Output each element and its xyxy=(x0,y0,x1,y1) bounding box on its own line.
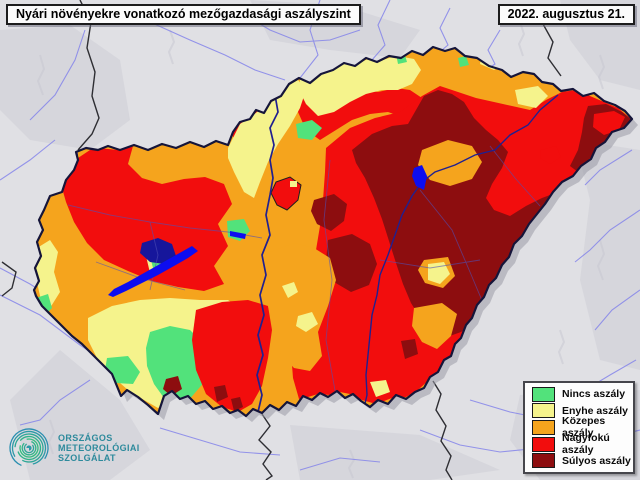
hungary-border xyxy=(32,45,634,418)
date-label: 2022. augusztus 21. xyxy=(497,4,635,25)
legend-swatch-moderate xyxy=(532,419,555,435)
lake-velence xyxy=(230,231,246,239)
river-danube xyxy=(256,79,286,413)
lake-balaton xyxy=(108,246,198,297)
legend: Nincs aszály Enyhe aszály Közepes aszály… xyxy=(523,381,635,474)
lake-tisza xyxy=(412,165,427,190)
legend-label: Súlyos aszály xyxy=(562,454,631,467)
budapest-outline xyxy=(270,176,302,211)
map-title-text: Nyári növényekre vonatkozó mezőgazdasági… xyxy=(16,7,351,21)
legend-item: Nincs aszály xyxy=(532,386,633,402)
legend-label: Nagyfokú aszály xyxy=(562,432,610,457)
map-title: Nyári növényekre vonatkozó mezőgazdasági… xyxy=(6,4,361,25)
legend-swatch-mild xyxy=(532,403,555,419)
neighbor-borders xyxy=(1,0,562,480)
legend-label: Nincs aszály xyxy=(562,388,626,401)
legend-swatch-high xyxy=(532,436,555,452)
legend-item: Nagyfokú aszály xyxy=(532,432,633,456)
legend-item: Közepes aszály xyxy=(532,415,633,439)
river-tisza xyxy=(363,94,559,409)
date-text: 2022. augusztus 21. xyxy=(507,7,625,21)
legend-swatch-none xyxy=(532,386,555,402)
legend-swatch-severe xyxy=(532,453,555,469)
legend-item: Súlyos aszály xyxy=(532,453,633,469)
met-logo-text: ORSZÁGOS METEOROLÓGIAI SZOLGÁLAT xyxy=(58,433,140,463)
met-logo-line2: METEOROLÓGIAI xyxy=(58,443,140,453)
legend-label: Enyhe aszály xyxy=(562,404,628,417)
met-service-logo: ORSZÁGOS METEOROLÓGIAI SZOLGÁLAT xyxy=(7,426,140,470)
met-logo-line1: ORSZÁGOS xyxy=(58,433,113,443)
dark-water-patch xyxy=(140,238,176,264)
legend-label: Közepes aszály xyxy=(562,415,606,440)
met-logo-spiral-icon xyxy=(9,428,49,468)
met-logo-line3: SZOLGÁLAT xyxy=(58,453,116,463)
legend-item: Enyhe aszály xyxy=(532,403,633,419)
